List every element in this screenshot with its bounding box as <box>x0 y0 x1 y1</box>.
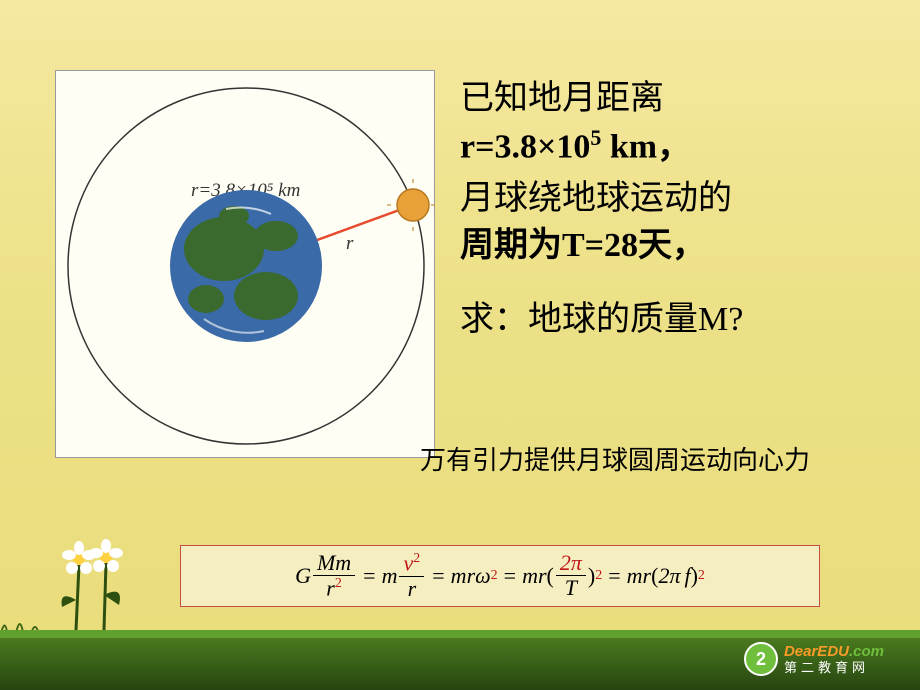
moon <box>387 179 435 231</box>
logo-text: DearEDU.com 第二教育网 <box>784 644 884 674</box>
text-period-a: 月球绕地球运动的 <box>460 175 900 223</box>
formula-box: G Mm r2 = m v2 r = mrω2 = mr( 2π T )2 = … <box>180 545 820 607</box>
formula: G Mm r2 = m v2 r = mrω2 = mr( 2π T )2 = … <box>295 551 705 601</box>
problem-text: 已知地月距离 r=3.8×105 km， 月球绕地球运动的 周期为T=28天， … <box>460 75 900 343</box>
text-question: 求：地球的质量M? <box>460 296 900 344</box>
site-logo: 2 DearEDU.com 第二教育网 <box>744 642 884 676</box>
orbit-diagram: r=3.8×10⁵ km r <box>55 70 435 458</box>
orbit-svg: r=3.8×10⁵ km r <box>56 71 436 459</box>
frac-v2-r: v2 r <box>399 551 424 601</box>
frac-2pi-T: 2π T <box>556 551 586 600</box>
text-period-b: 周期为T=28天， <box>460 222 900 270</box>
logo-badge: 2 <box>744 642 778 676</box>
frac-Mm-r2: Mm r2 <box>313 551 355 601</box>
earth <box>170 190 322 342</box>
radius-label: r <box>346 233 354 254</box>
hint-text: 万有引力提供月球圆周运动向心力 <box>420 440 810 477</box>
text-intro: 已知地月距离 <box>460 75 900 123</box>
text-distance: r=3.8×105 km， <box>460 123 900 171</box>
flower-decoration <box>54 535 134 630</box>
